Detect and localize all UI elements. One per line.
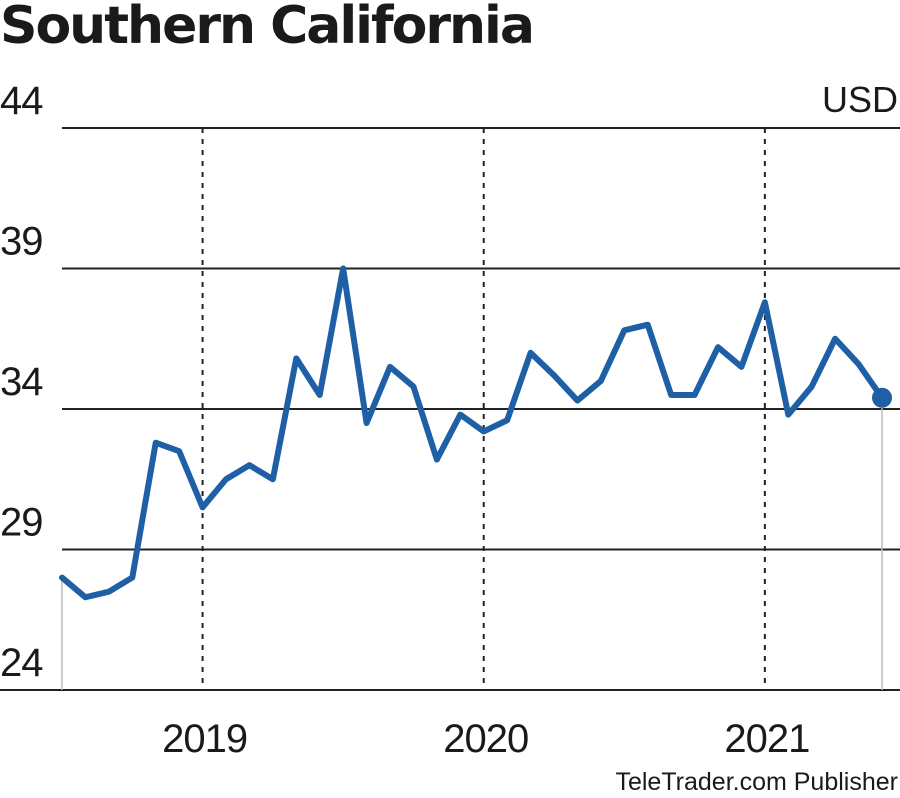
y-tick-label: 29 [0,501,43,545]
y-axis-ticks: 44 39 34 29 24 [0,79,44,685]
unit-label: USD [822,79,898,120]
y-tick-label: 44 [0,79,43,123]
x-tick-label: 2020 [443,717,528,761]
series-line [59,265,885,601]
x-tick-label: 2019 [162,717,247,761]
y-tick-label: 39 [0,220,43,264]
price-series [59,265,892,690]
x-tick-label: 2021 [724,717,809,761]
y-tick-label: 24 [0,641,43,685]
source-credit: TeleTrader.com Publisher [615,768,898,796]
last-value-marker [872,387,892,408]
x-axis-ticks: 2019 2020 2021 [162,717,810,761]
y-tick-label: 34 [0,360,43,404]
chart-title: Southern California [0,0,535,56]
